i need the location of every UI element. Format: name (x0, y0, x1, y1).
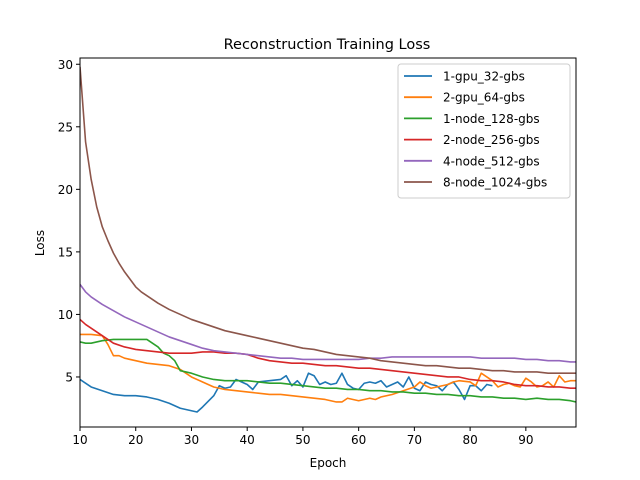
y-tick-label: 20 (58, 183, 73, 197)
plot-area (80, 66, 576, 413)
x-tick-label: 90 (518, 433, 533, 447)
x-tick-label: 30 (184, 433, 199, 447)
x-axis-label: Epoch (310, 456, 347, 470)
legend-label: 4-node_512-gbs (443, 154, 540, 168)
y-tick-label: 15 (58, 245, 73, 259)
legend: 1-gpu_32-gbs 2-gpu_64-gbs 1-node_128-gbs 2-… (397, 63, 571, 199)
series-line-1-node_128-gbs (80, 338, 576, 403)
series-line-2-node_256-gbs (80, 318, 576, 390)
y-axis-label: Loss (33, 230, 47, 256)
series-line-4-node_512-gbs (80, 283, 576, 363)
series-line-1-gpu_32-gbs (80, 372, 493, 413)
legend-label: 8-node_1024-gbs (443, 176, 547, 190)
x-tick-label: 20 (128, 433, 143, 447)
series-line-8-node_1024-gbs (80, 66, 576, 375)
x-tick-label: 70 (407, 433, 422, 447)
x-tick-label: 40 (240, 433, 255, 447)
x-tick-label: 10 (72, 433, 87, 447)
x-axis-ticks: 10 20 30 40 50 60 70 80 90 (72, 427, 533, 447)
y-tick-label: 5 (65, 370, 73, 384)
x-tick-label: 80 (462, 433, 477, 447)
legend-label: 1-gpu_32-gbs (443, 70, 525, 84)
legend-label: 2-gpu_64-gbs (443, 91, 525, 105)
legend-label: 2-node_256-gbs (443, 133, 540, 147)
plot-frame (79, 57, 577, 428)
y-tick-label: 10 (58, 308, 73, 322)
y-axis-ticks: 5 10 15 20 25 30 (58, 58, 80, 384)
y-tick-label: 30 (58, 58, 73, 72)
y-tick-label: 25 (58, 120, 73, 134)
x-tick-label: 50 (295, 433, 310, 447)
chart-title: Reconstruction Training Loss (224, 37, 431, 53)
series-line-2-gpu_64-gbs (80, 333, 576, 403)
legend-box (397, 63, 571, 199)
x-tick-label: 60 (351, 433, 366, 447)
legend-label: 1-node_128-gbs (443, 112, 540, 126)
